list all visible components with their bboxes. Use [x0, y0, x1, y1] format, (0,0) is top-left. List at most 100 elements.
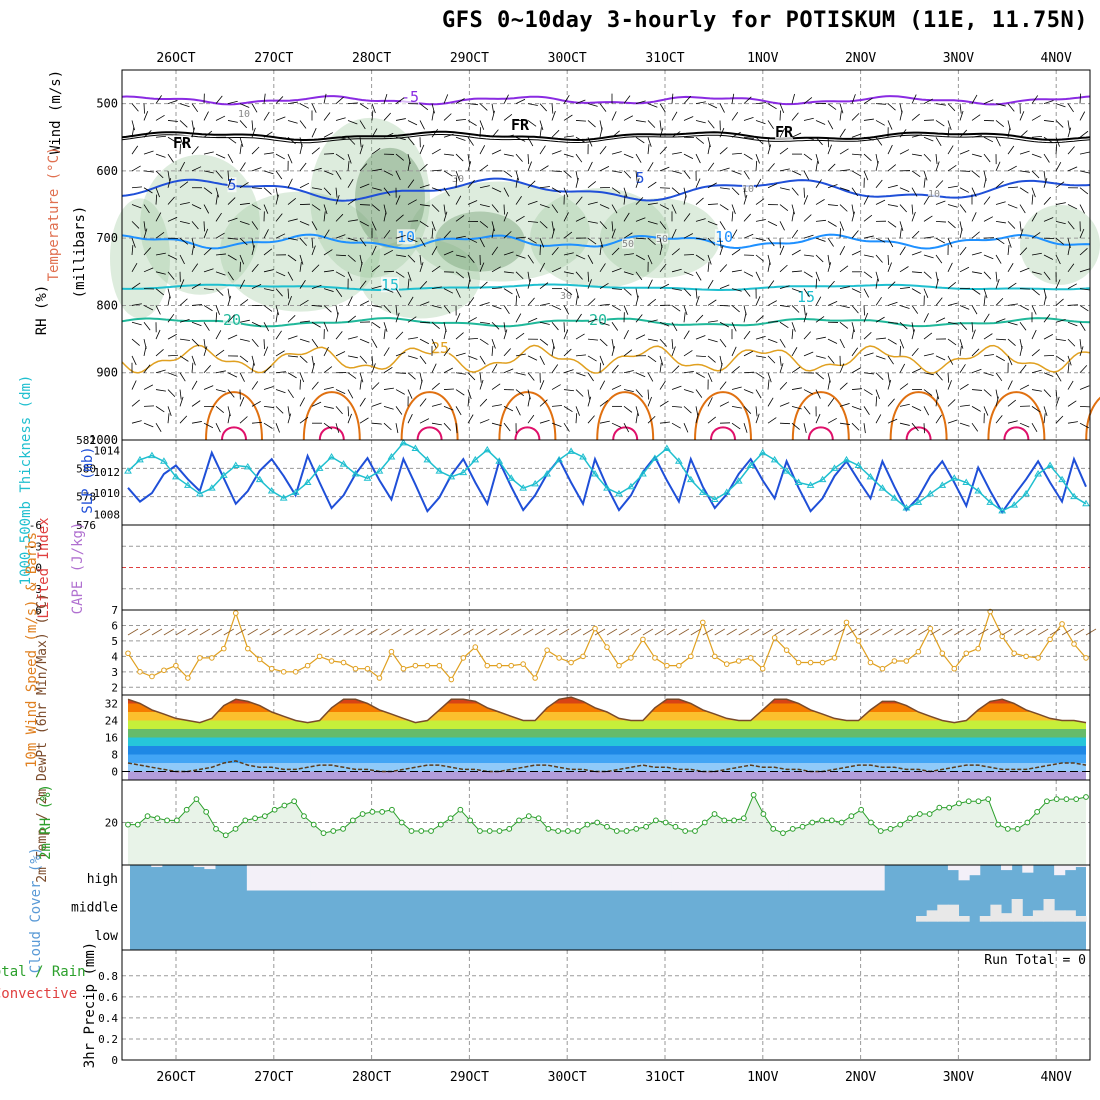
wind-barb — [299, 379, 301, 390]
rh-marker — [369, 808, 376, 815]
day-label-top: 29OCT — [450, 51, 489, 66]
wind-barb — [827, 144, 832, 155]
wind-barb — [671, 268, 682, 273]
wind-barb — [539, 244, 541, 256]
wind-barb — [935, 278, 939, 289]
wind-barb — [947, 204, 958, 208]
wind-barb — [563, 389, 574, 392]
wind-barb — [599, 420, 610, 424]
isotherm-15 — [121, 283, 1091, 291]
wind-barb — [263, 339, 265, 350]
wind-barb — [251, 362, 255, 373]
wind-barb — [587, 338, 598, 341]
rh-marker — [711, 811, 718, 817]
wind-barb — [155, 271, 166, 275]
wind-barb — [587, 201, 598, 205]
wind-barb — [299, 220, 310, 226]
wind-barb — [791, 112, 799, 121]
wind-barb — [167, 170, 170, 181]
wind-speed-marker — [999, 633, 1005, 640]
cloud-high-gap — [682, 865, 694, 891]
temp-tick: 24 — [105, 715, 119, 728]
wind-barb — [767, 221, 778, 227]
axis-title: CAPE (J/kg) — [70, 522, 86, 615]
rh-marker — [858, 806, 865, 813]
wind-barb — [659, 421, 670, 424]
wind-barb — [899, 345, 901, 356]
wind-barb — [731, 422, 741, 430]
wind-barb — [647, 103, 658, 108]
wind-barb — [875, 337, 886, 340]
wind-barb — [203, 346, 208, 357]
wind-barb — [491, 228, 495, 239]
wind-barb — [707, 320, 718, 323]
wind-barb — [1055, 144, 1058, 155]
wind-barb — [587, 318, 598, 323]
wind-barb — [1079, 422, 1090, 429]
wind-barb — [887, 204, 898, 207]
wind-barb — [131, 420, 142, 424]
rh-marker — [877, 828, 884, 834]
wind-barb — [647, 237, 656, 246]
wind-barb — [1031, 329, 1037, 340]
precip-tick: 0.2 — [98, 1033, 118, 1046]
wind-barb — [827, 398, 835, 407]
wind-barb — [359, 338, 370, 344]
wind-barb — [263, 187, 272, 195]
wind-barb — [359, 372, 364, 383]
wind-barb — [143, 228, 148, 239]
wind-barb — [647, 415, 656, 424]
wind-barb — [503, 187, 510, 197]
thickness-marker — [495, 457, 504, 464]
wind-barb — [923, 313, 929, 323]
wind-barb — [551, 305, 562, 311]
wind-barb — [1055, 137, 1060, 147]
wind-barb — [839, 305, 850, 309]
wind-barb — [431, 148, 441, 155]
wind-barb — [1043, 136, 1053, 143]
cloud-high-gap — [1075, 865, 1087, 868]
wind-barb — [755, 219, 766, 222]
day-label-bottom: 31OCT — [645, 1070, 684, 1085]
rh-marker — [408, 828, 415, 834]
wind-barb — [479, 204, 490, 208]
wind-barb-10m — [978, 628, 989, 636]
day-label-bottom: 1NOV — [747, 1070, 778, 1085]
wind-barb-10m — [235, 628, 246, 636]
wind-barb — [983, 153, 991, 163]
thickness-marker — [1010, 501, 1019, 508]
wind-barb — [431, 363, 437, 373]
wind-barb — [467, 317, 477, 323]
wind-barb — [431, 187, 442, 192]
wind-barb — [839, 338, 845, 349]
wind-barb — [263, 405, 274, 408]
wind-barb — [551, 187, 561, 194]
isotherm-30-loop — [987, 391, 1046, 441]
wind-barb — [527, 396, 531, 407]
wind-barb — [875, 103, 887, 105]
rh-marker — [457, 806, 464, 813]
axis-title: 1000-500mb Thickness (dm) — [18, 375, 34, 586]
cloud-high-gap — [246, 865, 258, 891]
wind-barb — [383, 229, 391, 239]
wind-barb — [155, 231, 165, 239]
wind-barb — [167, 254, 178, 260]
wind-barb — [911, 113, 920, 121]
wind-speed-marker — [604, 644, 610, 650]
wind-barb — [335, 194, 340, 205]
wind-barb — [635, 217, 646, 222]
thickness-marker — [459, 468, 468, 476]
wind-barb — [563, 329, 569, 340]
wind-barb — [839, 403, 850, 407]
wind-barb — [659, 166, 670, 172]
wind-barb — [731, 229, 738, 239]
wind-barb — [239, 220, 250, 225]
wind-barb — [515, 313, 522, 323]
wind-barb — [335, 423, 340, 433]
wind-barb — [155, 187, 160, 198]
wind-barb-10m — [499, 628, 510, 636]
wind-barb — [659, 146, 668, 155]
wind-barb — [947, 372, 950, 383]
wind-barb — [731, 269, 742, 273]
wind-barb — [251, 381, 259, 390]
